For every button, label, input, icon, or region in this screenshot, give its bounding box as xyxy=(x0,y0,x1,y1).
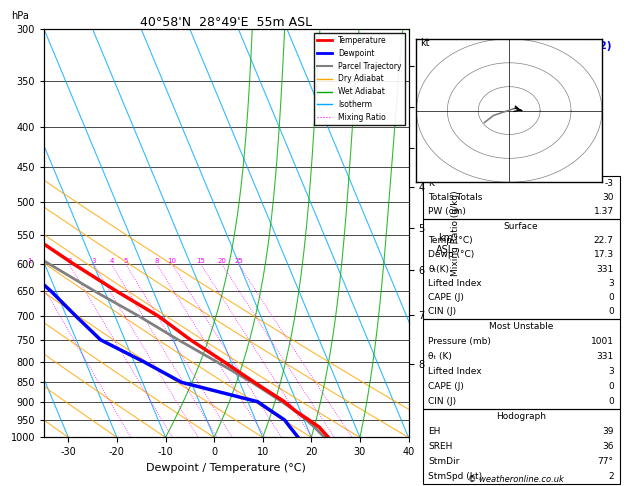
Text: K: K xyxy=(428,179,435,188)
Legend: Temperature, Dewpoint, Parcel Trajectory, Dry Adiabat, Wet Adiabat, Isotherm, Mi: Temperature, Dewpoint, Parcel Trajectory… xyxy=(314,33,404,125)
Text: SREH: SREH xyxy=(428,442,453,451)
Bar xyxy=(423,176,620,219)
Text: StmDir: StmDir xyxy=(428,457,460,466)
Text: Totals Totals: Totals Totals xyxy=(428,193,483,202)
Text: 15: 15 xyxy=(196,258,205,264)
Text: EH: EH xyxy=(428,427,441,436)
Title: 40°58'N  28°49'E  55m ASL: 40°58'N 28°49'E 55m ASL xyxy=(140,16,313,29)
Text: © weatheronline.co.uk: © weatheronline.co.uk xyxy=(468,474,564,484)
Text: -3: -3 xyxy=(604,179,614,188)
Text: Dewp (°C): Dewp (°C) xyxy=(428,250,475,259)
Text: 331: 331 xyxy=(596,264,614,274)
Text: hPa: hPa xyxy=(11,11,29,21)
Text: 24.06.2024  00GMT  (Base: 12): 24.06.2024 00GMT (Base: 12) xyxy=(430,41,612,52)
Text: 2: 2 xyxy=(608,472,614,481)
Text: 3: 3 xyxy=(91,258,96,264)
Text: Mixing Ratio (g/kg): Mixing Ratio (g/kg) xyxy=(452,191,460,276)
Bar xyxy=(423,409,620,485)
Text: 3: 3 xyxy=(608,367,614,376)
Text: 22.7: 22.7 xyxy=(594,236,614,245)
Bar xyxy=(423,219,620,319)
Text: 1001: 1001 xyxy=(591,337,614,346)
Text: 10: 10 xyxy=(168,258,177,264)
Text: CAPE (J): CAPE (J) xyxy=(428,293,464,302)
Text: Lifted Index: Lifted Index xyxy=(428,367,482,376)
Text: 1: 1 xyxy=(28,258,32,264)
Text: 30: 30 xyxy=(602,193,614,202)
X-axis label: Dewpoint / Temperature (°C): Dewpoint / Temperature (°C) xyxy=(147,463,306,473)
Text: 17.3: 17.3 xyxy=(594,250,614,259)
Text: θₜ (K): θₜ (K) xyxy=(428,352,452,361)
Text: 3: 3 xyxy=(608,279,614,288)
Text: CIN (J): CIN (J) xyxy=(428,307,457,316)
Y-axis label: km
ASL: km ASL xyxy=(436,233,454,255)
Bar xyxy=(423,319,620,409)
Text: 5: 5 xyxy=(123,258,128,264)
Text: Hodograph: Hodograph xyxy=(496,412,546,421)
Text: 0: 0 xyxy=(608,307,614,316)
Text: θₜ(K): θₜ(K) xyxy=(428,264,450,274)
Text: 1.37: 1.37 xyxy=(594,208,614,216)
Text: 0: 0 xyxy=(608,293,614,302)
Text: Surface: Surface xyxy=(504,222,538,231)
Text: 331: 331 xyxy=(596,352,614,361)
Text: kt: kt xyxy=(420,38,430,48)
Text: 77°: 77° xyxy=(598,457,614,466)
Text: 4: 4 xyxy=(109,258,114,264)
Text: 36: 36 xyxy=(602,442,614,451)
Text: Pressure (mb): Pressure (mb) xyxy=(428,337,491,346)
Text: CAPE (J): CAPE (J) xyxy=(428,382,464,391)
Text: 0: 0 xyxy=(608,382,614,391)
Text: LCL: LCL xyxy=(416,53,431,62)
Text: Temp (°C): Temp (°C) xyxy=(428,236,473,245)
Text: StmSpd (kt): StmSpd (kt) xyxy=(428,472,482,481)
Text: 2: 2 xyxy=(67,258,72,264)
Text: 39: 39 xyxy=(602,427,614,436)
Text: CIN (J): CIN (J) xyxy=(428,397,457,406)
Text: 8: 8 xyxy=(155,258,159,264)
Text: Lifted Index: Lifted Index xyxy=(428,279,482,288)
Text: Most Unstable: Most Unstable xyxy=(489,322,554,331)
Text: PW (cm): PW (cm) xyxy=(428,208,466,216)
Text: 0: 0 xyxy=(608,397,614,406)
Text: 20: 20 xyxy=(218,258,226,264)
Text: 25: 25 xyxy=(234,258,243,264)
